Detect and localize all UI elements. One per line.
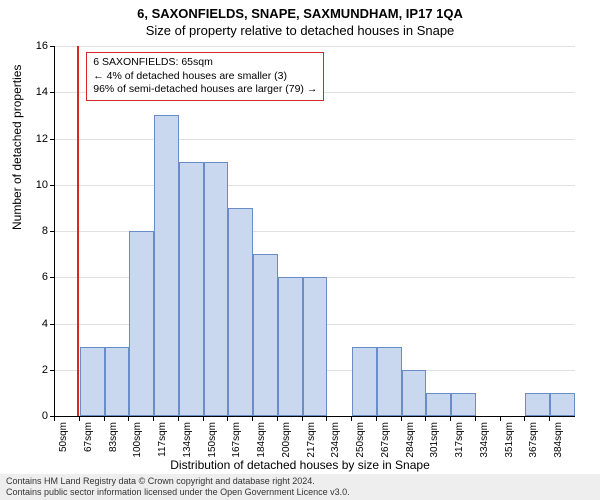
xtick-label: 351sqm xyxy=(504,422,515,458)
ytick-label: 6 xyxy=(24,271,48,283)
xtick-label: 200sqm xyxy=(281,422,292,458)
ytick-mark xyxy=(50,277,55,278)
histogram-bar xyxy=(426,393,451,416)
ytick-label: 8 xyxy=(24,225,48,237)
xtick-mark xyxy=(524,416,525,421)
histogram-bar xyxy=(179,162,204,416)
plot-area xyxy=(54,46,575,417)
xtick-label: 167sqm xyxy=(231,422,242,458)
histogram-bar xyxy=(278,277,303,416)
histogram-bar xyxy=(402,370,427,416)
chart-subtitle: Size of property relative to detached ho… xyxy=(0,21,600,42)
xtick-mark xyxy=(425,416,426,421)
chart-title-address: 6, SAXONFIELDS, SNAPE, SAXMUNDHAM, IP17 … xyxy=(0,0,600,21)
histogram-bar xyxy=(352,347,377,416)
ytick-mark xyxy=(50,92,55,93)
marker-line xyxy=(77,46,79,416)
xtick-mark xyxy=(376,416,377,421)
ytick-label: 2 xyxy=(24,364,48,376)
gridline xyxy=(55,139,575,140)
marker-annotation: 6 SAXONFIELDS: 65sqm← 4% of detached hou… xyxy=(86,52,324,101)
histogram-bar xyxy=(550,393,575,416)
annotation-line: ← 4% of detached houses are smaller (3) xyxy=(93,70,317,84)
xtick-label: 384sqm xyxy=(553,422,564,458)
xtick-mark xyxy=(475,416,476,421)
xtick-label: 334sqm xyxy=(479,422,490,458)
xtick-label: 301sqm xyxy=(429,422,440,458)
attribution-footer: Contains HM Land Registry data © Crown c… xyxy=(0,474,600,500)
xtick-label: 150sqm xyxy=(207,422,218,458)
y-axis-label: Number of detached properties xyxy=(10,65,24,230)
xtick-mark xyxy=(450,416,451,421)
ytick-mark xyxy=(50,324,55,325)
xtick-mark xyxy=(153,416,154,421)
xtick-mark xyxy=(178,416,179,421)
chart-area: 6 SAXONFIELDS: 65sqm← 4% of detached hou… xyxy=(54,46,574,416)
footer-line1: Contains HM Land Registry data © Crown c… xyxy=(6,476,594,487)
xtick-label: 267sqm xyxy=(380,422,391,458)
xtick-label: 117sqm xyxy=(157,422,168,457)
ytick-mark xyxy=(50,139,55,140)
xtick-label: 83sqm xyxy=(108,422,119,452)
gridline xyxy=(55,46,575,47)
ytick-label: 10 xyxy=(24,179,48,191)
histogram-bar xyxy=(154,115,179,416)
ytick-label: 14 xyxy=(24,86,48,98)
annotation-line: 6 SAXONFIELDS: 65sqm xyxy=(93,56,317,70)
gridline xyxy=(55,185,575,186)
xtick-label: 317sqm xyxy=(454,422,465,458)
histogram-bar xyxy=(80,347,105,416)
histogram-bar xyxy=(525,393,550,416)
xtick-mark xyxy=(351,416,352,421)
xtick-mark xyxy=(54,416,55,421)
ytick-label: 16 xyxy=(24,40,48,52)
xtick-mark xyxy=(500,416,501,421)
xtick-mark xyxy=(128,416,129,421)
ytick-mark xyxy=(50,231,55,232)
ytick-mark xyxy=(50,46,55,47)
xtick-mark xyxy=(401,416,402,421)
xtick-label: 234sqm xyxy=(330,422,341,458)
footer-line2: Contains public sector information licen… xyxy=(6,487,594,498)
xtick-mark xyxy=(252,416,253,421)
xtick-label: 250sqm xyxy=(355,422,366,458)
xtick-label: 184sqm xyxy=(256,422,267,458)
x-axis-label: Distribution of detached houses by size … xyxy=(0,458,600,472)
xtick-mark xyxy=(302,416,303,421)
xtick-label: 284sqm xyxy=(405,422,416,458)
xtick-label: 67sqm xyxy=(83,422,94,452)
xtick-mark xyxy=(104,416,105,421)
xtick-label: 50sqm xyxy=(58,422,69,452)
xtick-mark xyxy=(227,416,228,421)
histogram-bar xyxy=(451,393,476,416)
histogram-bar xyxy=(377,347,402,416)
histogram-bar xyxy=(105,347,130,416)
xtick-label: 100sqm xyxy=(132,422,143,458)
xtick-mark xyxy=(277,416,278,421)
annotation-line: 96% of semi-detached houses are larger (… xyxy=(93,83,317,97)
xtick-label: 367sqm xyxy=(528,422,539,458)
xtick-mark xyxy=(549,416,550,421)
xtick-mark xyxy=(203,416,204,421)
ytick-label: 4 xyxy=(24,318,48,330)
histogram-bar xyxy=(253,254,278,416)
histogram-bar xyxy=(228,208,253,416)
xtick-label: 217sqm xyxy=(306,422,317,458)
ytick-mark xyxy=(50,185,55,186)
xtick-mark xyxy=(79,416,80,421)
xtick-label: 134sqm xyxy=(182,422,193,458)
ytick-label: 12 xyxy=(24,133,48,145)
histogram-bar xyxy=(129,231,154,416)
xtick-mark xyxy=(326,416,327,421)
ytick-mark xyxy=(50,370,55,371)
histogram-bar xyxy=(303,277,328,416)
histogram-bar xyxy=(204,162,229,416)
ytick-label: 0 xyxy=(24,410,48,422)
